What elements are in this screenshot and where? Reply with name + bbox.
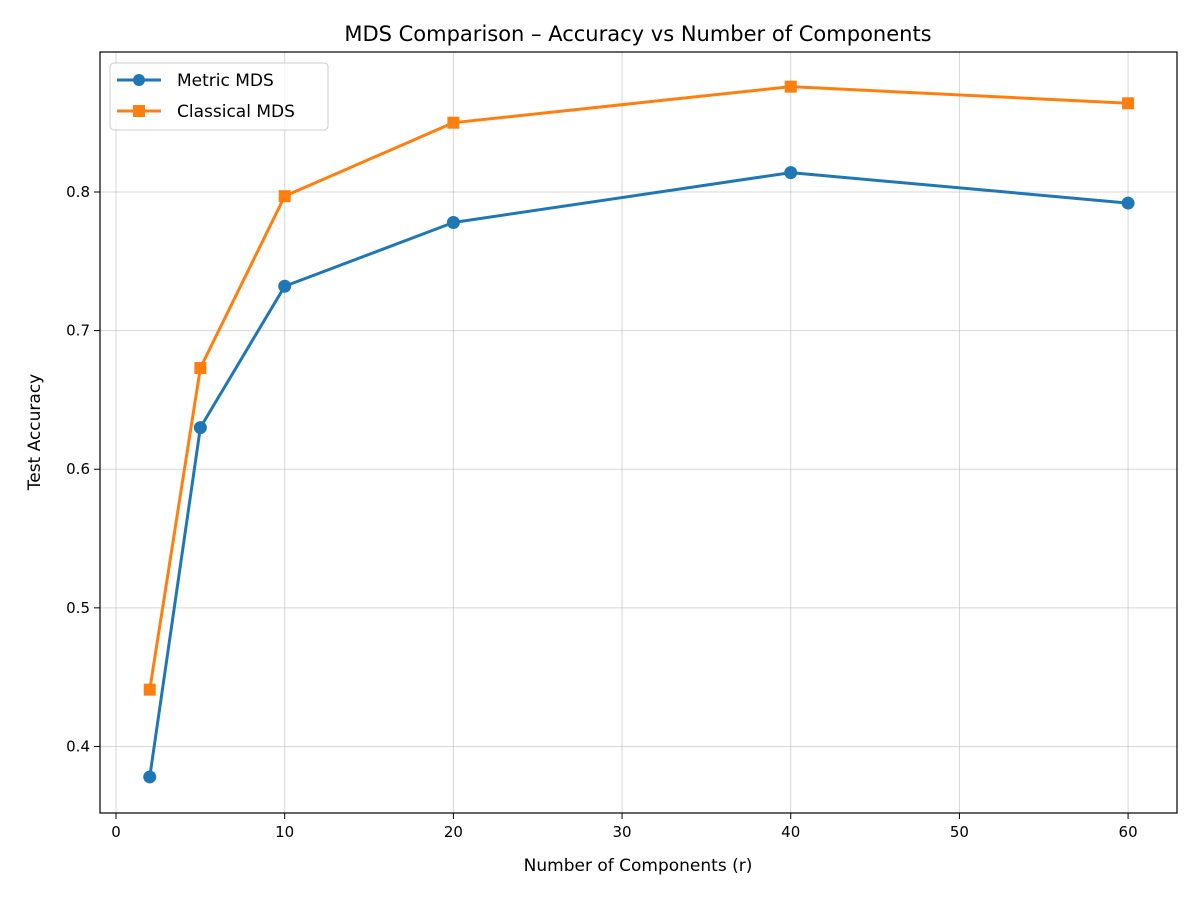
data-point-metric: [446, 215, 460, 229]
x-tick-label: 10: [275, 823, 294, 841]
ticks: 0 10 20 30 40 50 60 0.4 0.5 0.6 0.7 0.8: [66, 183, 1137, 841]
x-tick-label: 40: [781, 823, 800, 841]
x-tick-label: 50: [950, 823, 969, 841]
data-point-metric: [143, 770, 157, 784]
data-point-metric: [1121, 196, 1135, 210]
series-layer: [143, 80, 1135, 784]
data-point-classical: [447, 116, 460, 129]
y-tick-label: 0.6: [66, 460, 90, 478]
data-point-classical: [194, 362, 207, 375]
legend: Metric MDS Classical MDS: [109, 62, 329, 131]
x-tick-label: 0: [111, 823, 121, 841]
legend-marker-metric: [133, 74, 145, 86]
data-point-classical: [1122, 97, 1135, 110]
legend-box: [109, 62, 329, 131]
axes-frame: [99, 51, 1178, 814]
data-point-classical: [143, 683, 156, 696]
data-point-metric: [278, 279, 292, 293]
y-tick-label: 0.8: [66, 183, 90, 201]
chart-title: MDS Comparison – Accuracy vs Number of C…: [344, 22, 931, 46]
data-point-classical: [784, 80, 797, 93]
y-tick-label: 0.4: [66, 737, 90, 755]
y-tick-label: 0.5: [66, 599, 90, 617]
legend-marker-classical: [133, 105, 145, 117]
legend-label-classical: Classical MDS: [177, 102, 295, 122]
y-tick-label: 0.7: [66, 322, 90, 340]
x-axis-label: Number of Components (r): [524, 856, 753, 876]
series-line-metric: [148, 171, 1129, 778]
y-axis-label: Test Accuracy: [25, 374, 45, 492]
data-point-metric: [784, 166, 798, 180]
x-tick-label: 20: [444, 823, 463, 841]
legend-label-metric: Metric MDS: [177, 71, 274, 91]
series-line-classical: [148, 85, 1129, 690]
x-tick-label: 60: [1119, 823, 1138, 841]
x-tick-label: 30: [613, 823, 632, 841]
data-point-metric: [193, 421, 207, 435]
data-point-classical: [278, 190, 291, 203]
